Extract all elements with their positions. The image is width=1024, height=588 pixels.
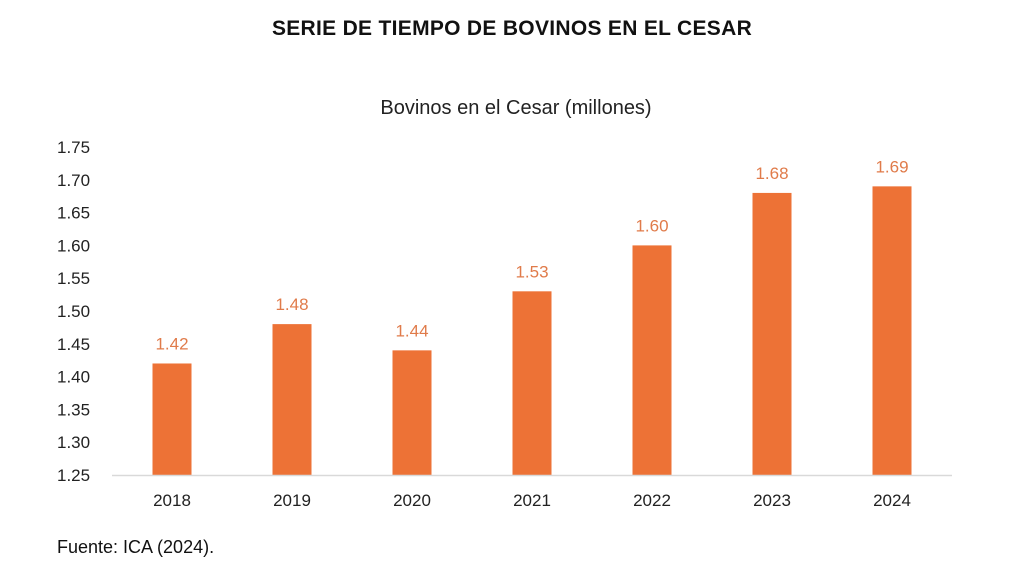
y-tick-label: 1.35 [57,400,90,419]
y-tick-label: 1.55 [57,269,90,288]
data-label: 1.68 [755,164,788,183]
data-labels: 1.42 1.48 1.44 1.53 1.60 1.68 1.69 [155,157,908,353]
y-tick-label: 1.30 [57,433,90,452]
bars [152,186,912,476]
x-tick-label: 2019 [273,491,311,510]
data-label: 1.44 [395,321,428,340]
data-label: 1.69 [875,157,908,176]
y-tick-label: 1.65 [57,204,90,223]
y-tick-label: 1.50 [57,302,90,321]
x-tick-label: 2020 [393,491,431,510]
bar-2018 [152,363,192,475]
source-footnote: Fuente: ICA (2024). [57,537,215,557]
data-label: 1.48 [275,295,308,314]
bar-2022 [632,245,672,475]
x-tick-label: 2022 [633,491,671,510]
bar-2020 [392,350,432,475]
x-axis: 2018 2019 2020 2021 2022 2023 2024 [153,491,911,510]
x-tick-label: 2021 [513,491,551,510]
chart-title: Bovinos en el Cesar (millones) [380,97,651,119]
x-tick-label: 2023 [753,491,791,510]
y-tick-label: 1.25 [57,466,90,485]
x-tick-label: 2018 [153,491,191,510]
y-tick-label: 1.60 [57,236,90,255]
data-label: 1.53 [515,262,548,281]
bar-2023 [752,192,792,476]
y-tick-label: 1.75 [57,138,90,157]
main-title: SERIE DE TIEMPO DE BOVINOS EN EL CESAR [271,17,753,40]
bar-2019 [272,324,312,475]
x-tick-label: 2024 [873,491,911,510]
y-axis: 1.25 1.30 1.35 1.40 1.45 1.50 1.55 1.60 1.65 1.70… [57,138,90,485]
y-tick-label: 1.45 [57,335,90,354]
y-tick-label: 1.70 [57,171,90,190]
data-label: 1.42 [155,334,188,353]
y-tick-label: 1.40 [57,368,90,387]
bar-2024 [872,186,912,476]
data-label: 1.60 [635,216,668,235]
bar-2021 [512,291,552,475]
